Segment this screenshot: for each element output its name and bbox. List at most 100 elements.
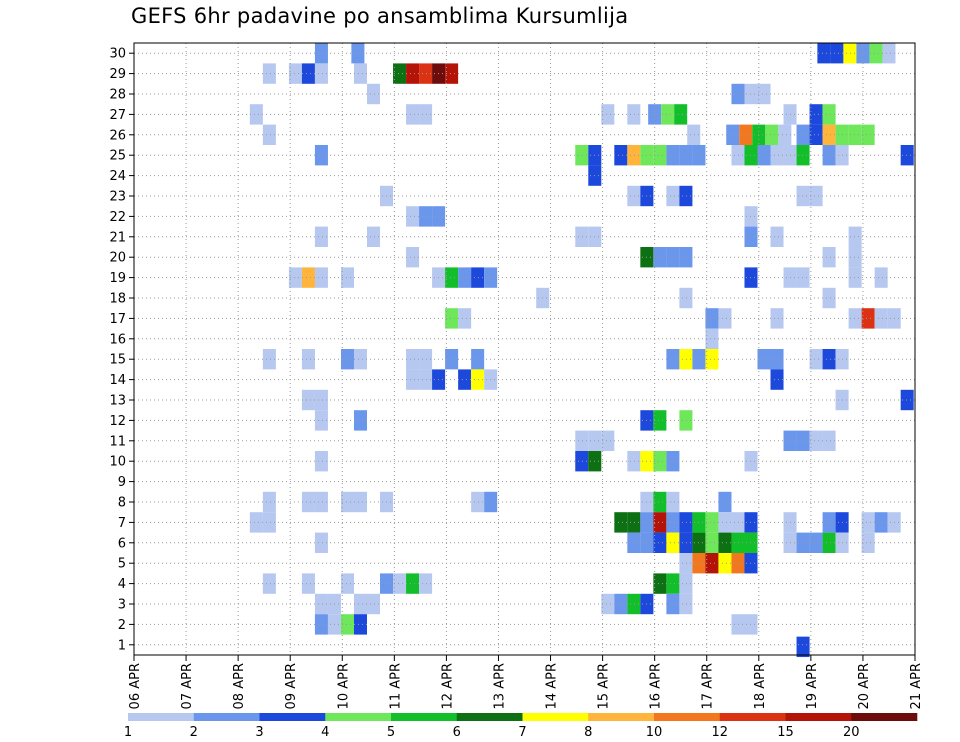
heatmap-cell (687, 124, 701, 145)
heatmap-cell (796, 636, 810, 658)
heatmap-cell (367, 83, 381, 105)
y-tick-label: 10 (109, 455, 126, 470)
heatmap-cell (666, 491, 680, 513)
y-tick-label: 8 (118, 496, 126, 511)
heatmap-cell (445, 63, 459, 84)
legend-swatch (719, 713, 786, 721)
heatmap-cell (445, 267, 459, 288)
heatmap-cell (301, 349, 315, 370)
heatmap-cell (822, 430, 836, 451)
heatmap-cell (314, 593, 328, 615)
heatmap-cell (666, 593, 680, 615)
y-tick-label: 22 (109, 210, 126, 225)
y-tick-label: 4 (118, 577, 126, 592)
heatmap-cell (314, 63, 328, 84)
heatmap-cell (718, 308, 732, 329)
heatmap-cell (731, 512, 745, 533)
heatmap-cell (822, 124, 836, 145)
heatmap-cell (874, 267, 888, 288)
heatmap-cell (406, 63, 420, 84)
x-tick-label: 15 APR (597, 663, 612, 709)
heatmap-cell (471, 267, 485, 288)
heatmap-cell (262, 573, 276, 594)
heatmap-cell (874, 512, 888, 533)
heatmap-cell (262, 491, 276, 513)
heatmap-cell (718, 532, 732, 553)
x-tick-label: 08 APR (232, 663, 247, 709)
heatmap-cell (653, 451, 667, 472)
heatmap-cell (575, 451, 589, 472)
heatmap-cell (353, 63, 367, 84)
legend-label: 12 (711, 725, 728, 740)
heatmap-cell (770, 145, 784, 166)
heatmap-cell (705, 308, 719, 329)
heatmap-cell (314, 614, 328, 635)
heatmap-cell (679, 145, 693, 166)
heatmap-cell (301, 63, 315, 84)
heatmap-cell (666, 349, 680, 370)
heatmap-cell (705, 532, 719, 553)
heatmap-cell (705, 512, 719, 533)
heatmap-cell (601, 593, 615, 615)
heatmap-cell (314, 532, 328, 553)
heatmap-cell (445, 349, 459, 370)
y-tick-label: 19 (109, 271, 126, 286)
heatmap-cell (471, 349, 485, 370)
heatmap-cell (809, 430, 823, 451)
heatmap-cell (601, 104, 615, 125)
heatmap-cell (796, 430, 810, 451)
heatmap-cell (679, 349, 693, 370)
heatmap-cell (666, 512, 680, 533)
legend-swatch (522, 713, 589, 721)
y-tick-label: 20 (109, 251, 126, 266)
heatmap-cell (770, 226, 784, 247)
heatmap-cell (848, 267, 862, 288)
heatmap-cell (301, 267, 315, 288)
x-tick-label: 21 APR (909, 663, 924, 709)
heatmap-cell (393, 63, 407, 84)
heatmap-cell (796, 185, 810, 207)
heatmap-cell (679, 410, 693, 431)
heatmap-cell (601, 430, 615, 451)
y-tick-label: 25 (109, 149, 126, 164)
heatmap-cell (718, 553, 732, 574)
heatmap-cell (770, 349, 784, 370)
heatmap-cell (653, 247, 667, 268)
heatmap-cell (869, 43, 883, 64)
heatmap-cell (575, 145, 589, 166)
heatmap-cell (796, 532, 810, 553)
heatmap-cell (770, 369, 784, 390)
legend-swatch (325, 713, 392, 721)
heatmap-cell (765, 124, 779, 145)
heatmap-cell (666, 573, 680, 594)
heatmap-cell (679, 593, 693, 615)
heatmap-cell (666, 145, 680, 166)
heatmap-cell (340, 267, 354, 288)
heatmap-cell (301, 491, 315, 513)
heatmap-cell (393, 573, 407, 594)
heatmap-cell (314, 491, 328, 513)
heatmap-cell (249, 104, 263, 125)
heatmap-cell (340, 614, 354, 635)
heatmap-cell (353, 491, 367, 513)
heatmap-cell (705, 328, 719, 349)
heatmap-cell (353, 349, 367, 370)
y-tick-label: 11 (109, 434, 126, 449)
heatmap-cell (653, 532, 667, 553)
heatmap-cell (739, 124, 753, 145)
heatmap-cell (262, 63, 276, 84)
heatmap-cell (353, 614, 367, 635)
heatmap-cell (666, 451, 680, 472)
x-tick-label: 11 APR (388, 663, 403, 709)
y-tick-label: 2 (118, 618, 126, 633)
heatmap-cell (575, 430, 589, 451)
heatmap-cell (614, 512, 628, 533)
y-tick-label: 28 (109, 88, 126, 103)
heatmap-cell (262, 512, 276, 533)
heatmap-cell (419, 63, 433, 84)
heatmap-cell (778, 124, 792, 145)
heatmap-cell (627, 593, 641, 615)
heatmap-cell (817, 43, 831, 64)
legend-label: 20 (843, 725, 860, 740)
y-tick-label: 17 (109, 312, 126, 327)
